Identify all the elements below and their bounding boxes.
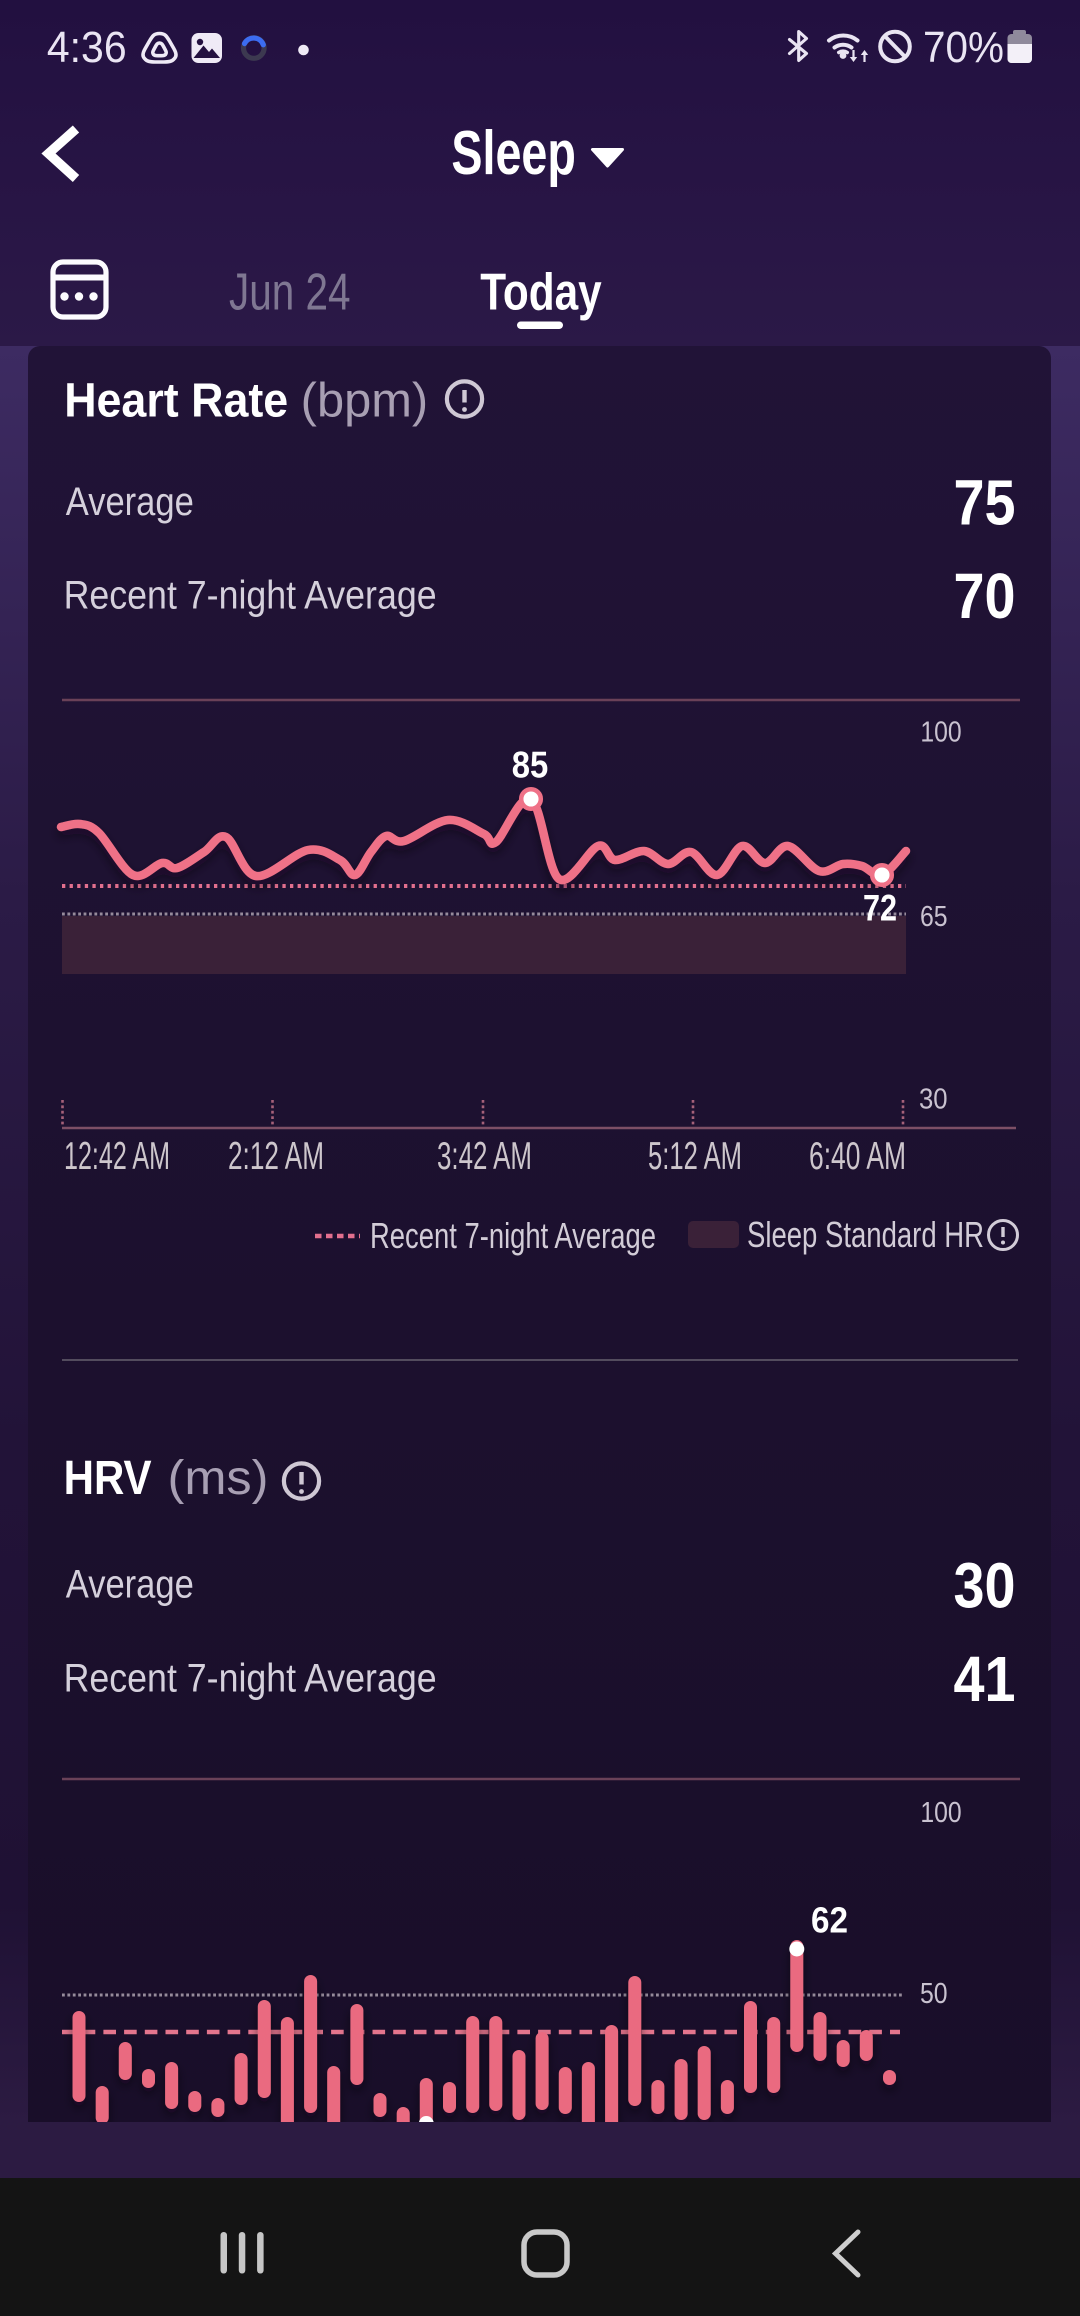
svg-text:12:42 AM: 12:42 AM [64, 1135, 170, 1178]
svg-text:75: 75 [954, 466, 1016, 538]
svg-text:5:12 AM: 5:12 AM [648, 1135, 742, 1178]
svg-text:Recent 7-night Average: Recent 7-night Average [64, 1657, 437, 1701]
svg-text:Sleep Standard HR: Sleep Standard HR [747, 1214, 984, 1255]
svg-text:(bpm): (bpm) [301, 375, 429, 428]
svg-text:Recent 7-night Average: Recent 7-night Average [370, 1215, 656, 1256]
svg-text:70: 70 [954, 560, 1016, 632]
svg-text:Average: Average [66, 1563, 194, 1607]
svg-text:Heart Rate: Heart Rate [64, 375, 288, 428]
svg-text:Today: Today [480, 264, 602, 322]
svg-text:(ms): (ms) [168, 1452, 269, 1505]
svg-text:Recent 7-night Average: Recent 7-night Average [64, 574, 437, 618]
svg-text:50: 50 [920, 1978, 948, 2010]
svg-text:85: 85 [512, 744, 549, 785]
svg-text:62: 62 [811, 1900, 848, 1941]
svg-text:65: 65 [920, 901, 948, 933]
svg-text:100: 100 [920, 717, 961, 749]
svg-text:30: 30 [954, 1550, 1016, 1622]
svg-text:Average: Average [66, 480, 194, 524]
svg-text:6:40 AM: 6:40 AM [809, 1135, 906, 1178]
svg-text:3:42 AM: 3:42 AM [437, 1135, 532, 1178]
svg-text:70%: 70% [923, 23, 1004, 72]
svg-text:72: 72 [863, 888, 897, 929]
svg-text:4:36: 4:36 [47, 23, 127, 72]
svg-text:Sleep: Sleep [451, 119, 575, 188]
svg-text:100: 100 [920, 1797, 961, 1829]
svg-text:Jun 24: Jun 24 [229, 264, 351, 322]
svg-text:30: 30 [919, 1084, 948, 1116]
svg-text:HRV: HRV [64, 1452, 152, 1505]
svg-text:41: 41 [954, 1643, 1016, 1715]
svg-text:2:12 AM: 2:12 AM [228, 1135, 324, 1178]
